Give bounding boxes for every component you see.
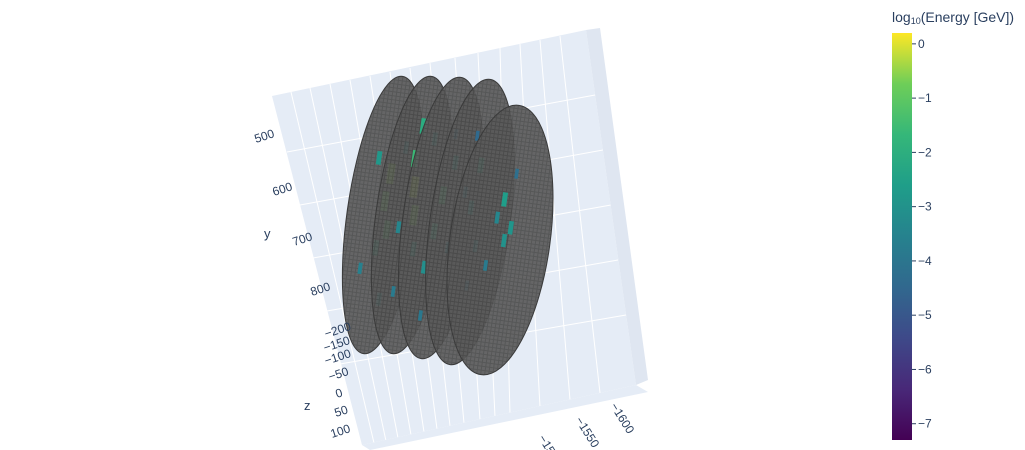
x-tick-label: −1550 <box>572 414 602 450</box>
colorbar-tick-label: 0 <box>918 37 925 51</box>
colorbar-tick-label: −4 <box>918 254 932 268</box>
energy-hit <box>514 168 520 179</box>
energy-hit <box>494 211 501 224</box>
z-axis: −200 −150 −100 −50 0 50 100 z <box>304 319 353 441</box>
y-axis: 500 600 700 800 y <box>253 126 333 299</box>
colorbar-tick-label: −3 <box>918 200 932 214</box>
energy-hit <box>390 286 396 298</box>
colorbar-tick-label: −6 <box>918 362 932 376</box>
colorbar-title: log10(Energy [GeV]) <box>892 9 1015 26</box>
energy-hit <box>375 150 383 165</box>
colorbar-tick-label: −5 <box>918 308 932 322</box>
colorbar-gradient <box>892 33 912 440</box>
y-tick-label: 600 <box>271 179 295 199</box>
energy-hit <box>501 192 509 207</box>
y-tick-label: 500 <box>253 126 277 146</box>
side-wall <box>586 28 648 385</box>
colorbar-ticks: 0 −1 −2 −3 −4 −5 −6 −7 <box>912 37 932 431</box>
calorimeter-layers <box>341 75 554 376</box>
colorbar-tick-label: −7 <box>918 417 932 431</box>
z-tick-label: 50 <box>333 402 350 420</box>
z-tick-label: 0 <box>334 385 345 400</box>
energy-hit <box>357 262 363 275</box>
energy-hit <box>482 259 489 271</box>
floor-plane <box>362 385 648 450</box>
x-tick-label: −1600 <box>607 400 637 436</box>
energy-hit <box>507 220 515 235</box>
energy-hit <box>417 310 423 321</box>
x-tick-label: −1500 <box>535 432 565 450</box>
z-tick-label: −50 <box>327 364 351 384</box>
energy-hit <box>500 233 508 248</box>
y-tick-label: 800 <box>309 279 333 299</box>
energy-hit <box>395 221 402 234</box>
layer-disk <box>446 104 554 376</box>
z-tick-label: 100 <box>329 421 353 441</box>
y-tick-label: 700 <box>291 229 315 249</box>
colorbar-tick-label: −2 <box>918 145 932 159</box>
calorimeter-layer-5 <box>446 104 554 376</box>
energy-hit <box>474 130 480 141</box>
colorbar-tick-label: −1 <box>918 91 932 105</box>
y-axis-title: y <box>264 226 271 241</box>
z-axis-title: z <box>304 398 311 413</box>
colorbar: 0 −1 −2 −3 −4 −5 −6 −7 <box>892 33 932 440</box>
